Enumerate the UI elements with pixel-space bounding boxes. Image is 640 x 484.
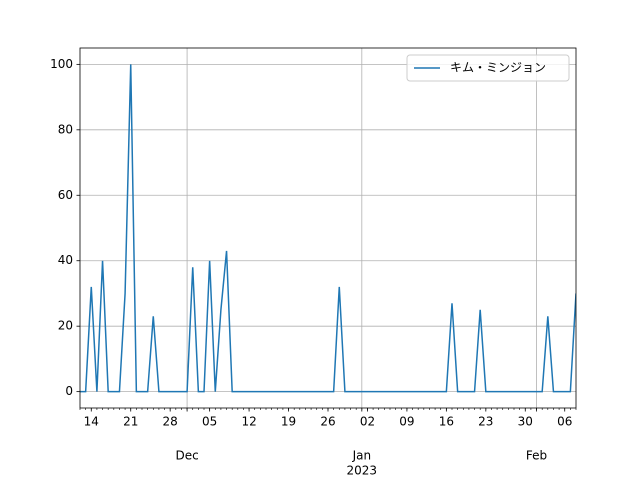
y-tick-label: 40	[58, 253, 73, 267]
axes-frame	[79, 47, 577, 409]
x-tick-label: 30	[518, 415, 533, 429]
legend-label: キム・ミンジョン	[450, 61, 546, 75]
y-tick-label: 100	[50, 57, 73, 71]
line	[80, 64, 576, 393]
x-tick-label: 12	[241, 415, 256, 429]
x-tick-label: 02	[360, 415, 375, 429]
x-tick-label: 14	[84, 415, 99, 429]
y-tick-label: 0	[65, 384, 73, 398]
x-month-label: Feb	[526, 449, 547, 463]
x-tick-label: 06	[557, 415, 572, 429]
y-tick-label: 80	[58, 122, 73, 136]
x-month-label: Dec	[175, 449, 198, 463]
x-tick-label: 28	[163, 415, 178, 429]
x-tick-label: 05	[202, 415, 217, 429]
x-tick-label: 26	[320, 415, 335, 429]
x-tick-label: 21	[123, 415, 138, 429]
x-tick-label: 09	[399, 415, 414, 429]
y-tick-label: 60	[58, 188, 73, 202]
x-tick-label: 19	[281, 415, 296, 429]
x-year-label: 2023	[347, 464, 378, 478]
legend-box	[406, 54, 570, 82]
x-tick-label: 23	[478, 415, 493, 429]
x-month-label: Jan	[352, 449, 372, 463]
x-tick-label: 16	[439, 415, 454, 429]
y-tick-label: 20	[58, 319, 73, 333]
